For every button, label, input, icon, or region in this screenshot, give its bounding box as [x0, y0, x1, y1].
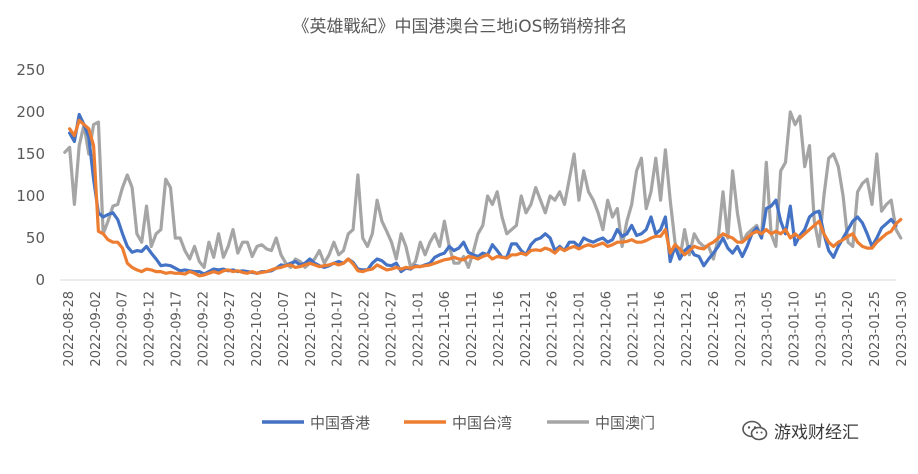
y-tick-label: 250	[16, 61, 45, 79]
x-tick-label: 2022-09-12	[143, 291, 158, 367]
x-tick-label: 2022-12-26	[707, 291, 722, 367]
y-tick-label: 200	[16, 103, 45, 121]
x-tick-label: 2022-11-06	[438, 291, 453, 367]
x-tick-label: 2023-01-20	[841, 291, 856, 367]
x-tick-label: 2022-09-22	[196, 291, 211, 367]
legend-label: 中国台湾	[452, 414, 512, 432]
y-tick-label: 100	[16, 187, 45, 205]
x-tick-label: 2023-01-30	[895, 291, 910, 367]
x-axis: 2022-08-28 2022-09-02 2022-09-07 2022-09-12…	[60, 280, 910, 367]
x-tick-label: 2022-10-02	[250, 291, 265, 367]
x-tick-label: 2022-12-16	[653, 291, 668, 367]
x-tick-label: 2022-09-02	[89, 291, 104, 367]
legend-label: 中国香港	[310, 414, 370, 432]
x-tick-label: 2022-09-07	[116, 291, 131, 367]
x-tick-label: 2022-12-21	[680, 291, 695, 367]
x-tick-label: 2022-10-22	[358, 291, 373, 367]
watermark: 游戏财经汇	[742, 418, 859, 443]
x-tick-label: 2022-09-27	[223, 291, 238, 367]
x-tick-label: 2022-10-17	[331, 291, 346, 367]
x-tick-label: 2022-12-01	[573, 291, 588, 367]
x-tick-label: 2022-11-16	[492, 291, 507, 367]
y-tick-label: 0	[35, 271, 45, 289]
x-tick-label: 2022-11-21	[519, 291, 534, 367]
x-tick-label: 2022-12-06	[599, 291, 614, 367]
x-tick-label: 2022-12-11	[626, 291, 641, 367]
x-tick-label: 2023-01-15	[814, 291, 829, 367]
x-tick-label: 2023-01-25	[868, 291, 883, 367]
x-tick-label: 2022-11-01	[411, 291, 426, 367]
x-tick-label: 2022-11-26	[546, 291, 561, 367]
chart-title: 《英雄戰紀》中国港澳台三地iOS畅销榜排名	[293, 17, 628, 37]
plot-area	[65, 112, 901, 276]
series-line-2	[65, 112, 901, 267]
x-tick-label: 2022-10-12	[304, 291, 319, 367]
x-tick-label: 2022-10-07	[277, 291, 292, 367]
legend: 中国香港 中国台湾 中国澳门	[262, 414, 655, 432]
x-tick-label: 2022-09-17	[169, 291, 184, 367]
x-tick-label: 2023-01-05	[761, 291, 776, 367]
legend-label: 中国澳门	[595, 414, 655, 432]
y-axis: 0 50 100 150 200 250	[16, 61, 45, 289]
watermark-text: 游戏财经汇	[774, 418, 859, 443]
x-tick-label: 2022-08-28	[62, 291, 77, 367]
y-tick-label: 150	[16, 145, 45, 163]
x-tick-label: 2022-11-11	[465, 291, 480, 367]
y-tick-label: 50	[26, 229, 45, 247]
x-tick-label: 2022-12-31	[734, 291, 749, 367]
wechat-icon	[742, 420, 768, 442]
x-tick-label: 2022-10-27	[384, 291, 399, 367]
x-tick-label: 2023-01-10	[787, 291, 802, 367]
